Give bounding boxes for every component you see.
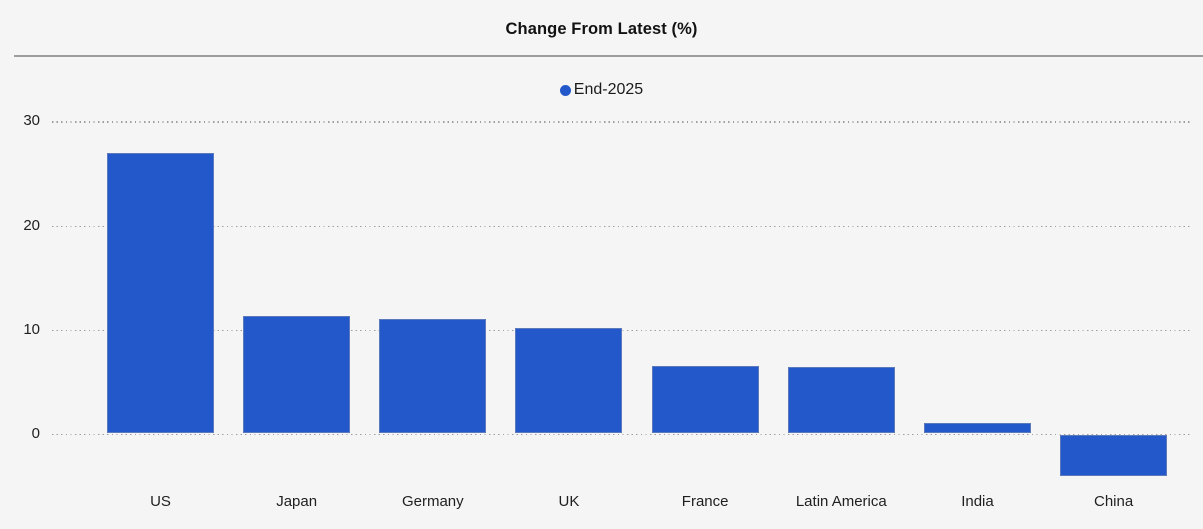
bar-us[interactable]: [107, 152, 214, 433]
title-divider: [14, 55, 1203, 57]
x-axis-label-france: France: [681, 493, 729, 510]
bar-latin-america[interactable]: [787, 367, 895, 433]
bar-germany[interactable]: [379, 319, 487, 433]
bar-china[interactable]: [1060, 435, 1168, 476]
legend: End-2025: [0, 81, 1203, 99]
y-axis-tick-label: 20: [23, 216, 40, 234]
bar-india[interactable]: [923, 422, 1031, 433]
y-axis-tick-label: 10: [23, 320, 40, 338]
bar-uk[interactable]: [515, 327, 623, 433]
gridline-20: [52, 225, 1190, 227]
x-axis-label-india: India: [961, 493, 994, 510]
chart-title: Change From Latest (%): [505, 20, 698, 38]
legend-dot-icon: [559, 84, 571, 96]
bar-france[interactable]: [651, 366, 759, 433]
y-axis-tick-label: 0: [31, 425, 40, 442]
bar-japan[interactable]: [243, 316, 351, 433]
x-axis-label-japan: Japan: [276, 493, 318, 510]
y-axis-tick-label: 30: [23, 112, 40, 130]
x-axis-label-latin-america: Latin America: [795, 493, 887, 510]
x-axis-label-china: China: [1094, 493, 1134, 510]
x-axis-label-germany: Germany: [401, 493, 464, 510]
x-axis-label-uk: UK: [558, 493, 580, 510]
legend-item-end-2025[interactable]: End-2025: [559, 81, 644, 99]
gridline-0: [52, 434, 1190, 436]
legend-label: End-2025: [573, 81, 644, 98]
gridline-30: [52, 121, 1190, 123]
x-axis-label-us: US: [150, 493, 171, 510]
